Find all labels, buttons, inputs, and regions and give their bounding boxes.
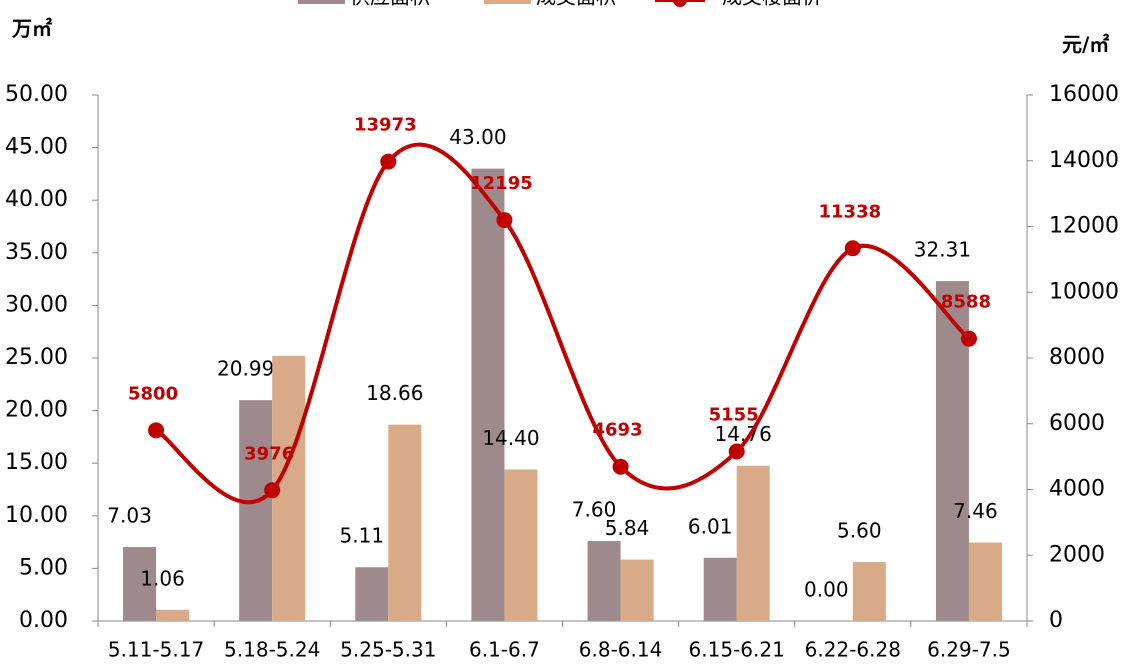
price-label: 5800 (128, 383, 178, 404)
price-label: 13973 (354, 115, 417, 136)
y-axis-title: 万㎡ (11, 17, 52, 41)
x-tick-label: 5.25-5.31 (340, 638, 436, 662)
price-point (496, 212, 513, 229)
price-label: 3976 (244, 443, 294, 464)
y-tick-label: 15.00 (5, 450, 68, 475)
legend-label: 供应面积 (350, 0, 430, 9)
bar-value-label: 32.31 (914, 238, 971, 262)
y2-tick-label: 4000 (1049, 477, 1105, 502)
bar (852, 562, 886, 621)
y2-tick-label: 0 (1049, 608, 1063, 633)
legend-swatch (298, 0, 345, 4)
bar (355, 567, 389, 621)
bar-value-label: 5.11 (340, 524, 385, 548)
y-tick-label: 50.00 (5, 82, 68, 107)
bar-value-label: 7.03 (107, 504, 152, 528)
y-tick-label: 35.00 (5, 240, 68, 265)
price-point (380, 153, 397, 170)
bar (388, 424, 422, 621)
y-tick-label: 30.00 (5, 292, 68, 317)
legend-label: 成交楼面价 (722, 0, 822, 9)
bar (703, 557, 737, 621)
bar-value-label: 1.06 (140, 566, 185, 590)
x-tick-label: 5.11-5.17 (108, 638, 204, 662)
bar (239, 400, 273, 621)
price-point (264, 482, 281, 499)
bar (968, 542, 1002, 621)
bar-value-label: 7.46 (953, 499, 998, 523)
y2-tick-label: 12000 (1049, 214, 1119, 239)
bar (123, 547, 157, 621)
price-label: 12195 (470, 173, 533, 194)
x-tick-label: 5.18-5.24 (224, 638, 320, 662)
y2-tick-label: 10000 (1049, 279, 1119, 304)
price-line (154, 142, 971, 505)
x-tick-label: 6.8-6.14 (579, 638, 663, 662)
y2-tick-label: 2000 (1049, 542, 1105, 567)
price-label: 4693 (593, 420, 643, 441)
bar-value-label: 0.00 (804, 578, 849, 602)
price-label: 8588 (941, 292, 991, 313)
bar (620, 559, 654, 621)
y2-tick-label: 16000 (1049, 82, 1119, 107)
bar-value-label: 7.60 (572, 498, 617, 522)
price-point (612, 458, 629, 475)
x-tick-label: 6.1-6.7 (469, 638, 540, 662)
legend-label: 成交面积 (536, 0, 616, 9)
bar (156, 609, 190, 621)
price-point (844, 240, 861, 257)
y-tick-label: 25.00 (5, 345, 68, 370)
price-label: 11338 (819, 201, 882, 222)
legend-swatch (484, 0, 531, 4)
price-point (960, 330, 977, 347)
bar-value-label: 18.66 (366, 381, 423, 405)
y-tick-label: 0.00 (19, 608, 68, 633)
price-point (148, 422, 165, 439)
y-tick-label: 20.00 (5, 398, 68, 423)
bar-value-label: 14.40 (482, 426, 539, 450)
bar-value-label: 20.99 (217, 357, 274, 381)
y2-tick-label: 6000 (1049, 411, 1105, 436)
y-tick-label: 40.00 (5, 187, 68, 212)
price-point (728, 443, 745, 460)
bar (471, 168, 505, 621)
bar (504, 469, 538, 621)
y-tick-label: 45.00 (5, 135, 68, 160)
y2-tick-label: 8000 (1049, 345, 1105, 370)
bar-value-label: 5.84 (605, 516, 650, 540)
bar-value-label: 6.01 (688, 514, 733, 538)
y-tick-label: 5.00 (19, 555, 68, 580)
bar-value-label: 5.60 (837, 519, 882, 543)
bar (736, 465, 770, 621)
price-label: 5155 (709, 405, 759, 426)
y-tick-label: 10.00 (5, 503, 68, 528)
x-tick-label: 6.29-7.5 (927, 638, 1011, 662)
bar (587, 541, 621, 621)
x-tick-label: 6.15-6.21 (689, 638, 785, 662)
x-tick-label: 6.22-6.28 (805, 638, 901, 662)
legend-dot (673, 0, 687, 7)
bar-value-label: 43.00 (449, 125, 506, 149)
y2-tick-label: 14000 (1049, 148, 1119, 173)
y2-axis-title: 元/㎡ (1062, 33, 1109, 57)
